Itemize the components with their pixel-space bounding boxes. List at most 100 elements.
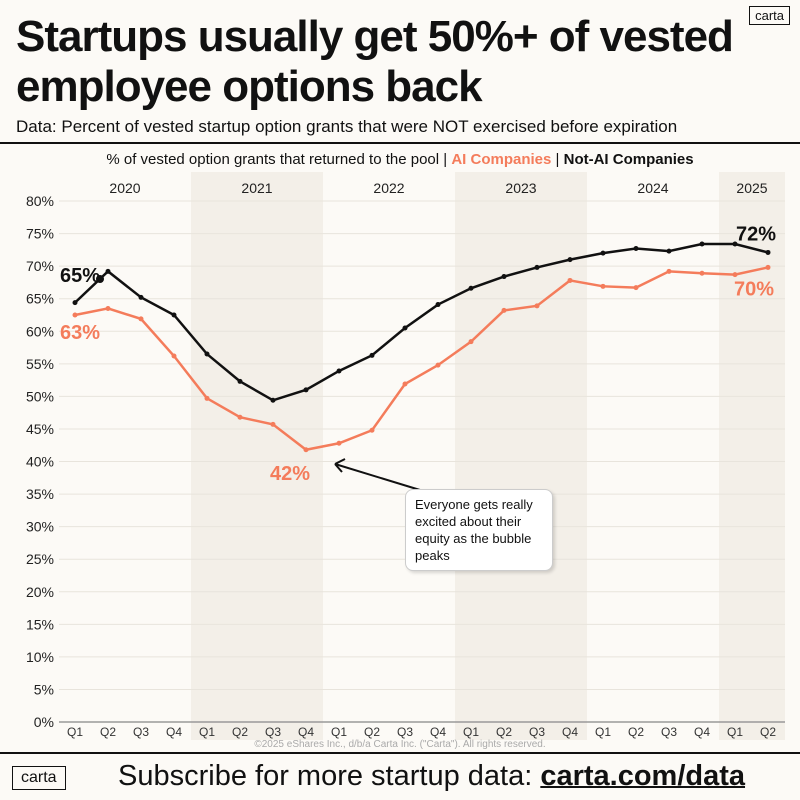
x-tick-label: Q4 xyxy=(430,725,446,739)
data-label: 72% xyxy=(736,223,776,245)
footer-logo: carta xyxy=(12,766,66,790)
y-tick-label: 0% xyxy=(34,714,54,730)
x-tick-label: Q1 xyxy=(331,725,347,739)
data-point xyxy=(402,381,408,387)
year-label: 2025 xyxy=(736,180,767,196)
data-point xyxy=(666,268,672,274)
data-point xyxy=(600,250,606,256)
year-label: 2024 xyxy=(637,180,668,196)
x-tick-label: Q1 xyxy=(595,725,611,739)
x-tick-label: Q1 xyxy=(463,725,479,739)
divider xyxy=(0,752,800,754)
y-tick-label: 40% xyxy=(26,454,54,470)
y-tick-label: 80% xyxy=(26,193,54,209)
x-tick-label: Q2 xyxy=(364,725,380,739)
data-point xyxy=(567,257,573,263)
data-point xyxy=(72,300,78,306)
data-point xyxy=(105,305,111,311)
x-tick-label: Q4 xyxy=(298,725,314,739)
data-point xyxy=(138,294,144,300)
data-point xyxy=(633,285,639,291)
data-point xyxy=(369,352,375,358)
data-point xyxy=(765,249,771,255)
x-tick-label: Q4 xyxy=(166,725,182,739)
x-tick-label: Q2 xyxy=(100,725,116,739)
data-point xyxy=(501,307,507,313)
data-point xyxy=(303,387,309,393)
carta-logo: carta xyxy=(749,6,790,25)
data-point xyxy=(699,270,705,276)
legend: % of vested option grants that returned … xyxy=(0,151,800,168)
footer-text: Subscribe for more startup data: xyxy=(118,760,533,792)
y-tick-label: 10% xyxy=(26,649,54,665)
data-point xyxy=(237,378,243,384)
x-tick-label: Q1 xyxy=(199,725,215,739)
data-point xyxy=(303,447,309,453)
x-tick-label: Q4 xyxy=(694,725,710,739)
data-point xyxy=(468,339,474,345)
y-tick-label: 35% xyxy=(26,486,54,502)
year-label: 2021 xyxy=(241,180,272,196)
y-tick-label: 45% xyxy=(26,421,54,437)
x-tick-label: Q3 xyxy=(529,725,545,739)
y-tick-label: 15% xyxy=(26,616,54,632)
x-tick-label: Q4 xyxy=(562,725,578,739)
label-marker xyxy=(96,275,104,283)
data-point xyxy=(633,246,639,252)
year-label: 2022 xyxy=(373,180,404,196)
year-label: 2023 xyxy=(505,180,536,196)
footer-link[interactable]: carta.com/data xyxy=(540,760,746,792)
data-point xyxy=(600,283,606,289)
x-tick-label: Q2 xyxy=(760,725,776,739)
y-tick-label: 20% xyxy=(26,584,54,600)
x-tick-label: Q1 xyxy=(67,725,83,739)
data-point xyxy=(72,312,78,318)
legend-not-ai: Not-AI Companies xyxy=(563,151,694,168)
y-tick-label: 25% xyxy=(26,551,54,567)
data-point xyxy=(204,351,210,357)
data-point xyxy=(534,264,540,270)
y-tick-label: 65% xyxy=(26,291,54,307)
data-point xyxy=(468,285,474,291)
year-band xyxy=(719,172,785,740)
data-label: 42% xyxy=(270,463,310,485)
legend-sep: | xyxy=(555,151,560,168)
y-tick-label: 70% xyxy=(26,258,54,274)
x-tick-label: Q3 xyxy=(265,725,281,739)
data-label: 70% xyxy=(734,278,774,300)
year-label: 2020 xyxy=(109,180,140,196)
data-point xyxy=(336,368,342,374)
data-label: 65% xyxy=(60,265,100,287)
data-point xyxy=(105,268,111,274)
data-point xyxy=(435,302,441,308)
y-tick-label: 30% xyxy=(26,519,54,535)
data-point xyxy=(138,316,144,322)
data-point xyxy=(237,414,243,420)
page-title: Startups usually get 50%+ of vested empl… xyxy=(16,12,734,111)
x-tick-label: Q3 xyxy=(397,725,413,739)
x-tick-label: Q3 xyxy=(661,725,677,739)
x-tick-label: Q2 xyxy=(628,725,644,739)
y-tick-label: 50% xyxy=(26,388,54,404)
y-tick-label: 60% xyxy=(26,323,54,339)
data-point xyxy=(270,397,276,403)
data-label: 63% xyxy=(60,322,100,344)
data-point xyxy=(567,277,573,283)
year-band xyxy=(455,172,587,740)
legend-ai: AI Companies xyxy=(451,151,552,168)
annotation-arrow xyxy=(334,458,421,491)
divider xyxy=(0,142,800,144)
data-point xyxy=(501,274,507,280)
data-point xyxy=(765,264,771,270)
legend-prefix: % of vested option grants that returned … xyxy=(106,151,448,168)
x-tick-label: Q2 xyxy=(496,725,512,739)
year-band xyxy=(191,172,323,740)
data-point xyxy=(171,353,177,359)
data-point xyxy=(699,241,705,247)
x-tick-label: Q1 xyxy=(727,725,743,739)
copyright: ©2025 eShares Inc., d/b/a Carta Inc. ("C… xyxy=(254,739,546,750)
data-point xyxy=(336,440,342,446)
y-tick-label: 5% xyxy=(34,681,54,697)
